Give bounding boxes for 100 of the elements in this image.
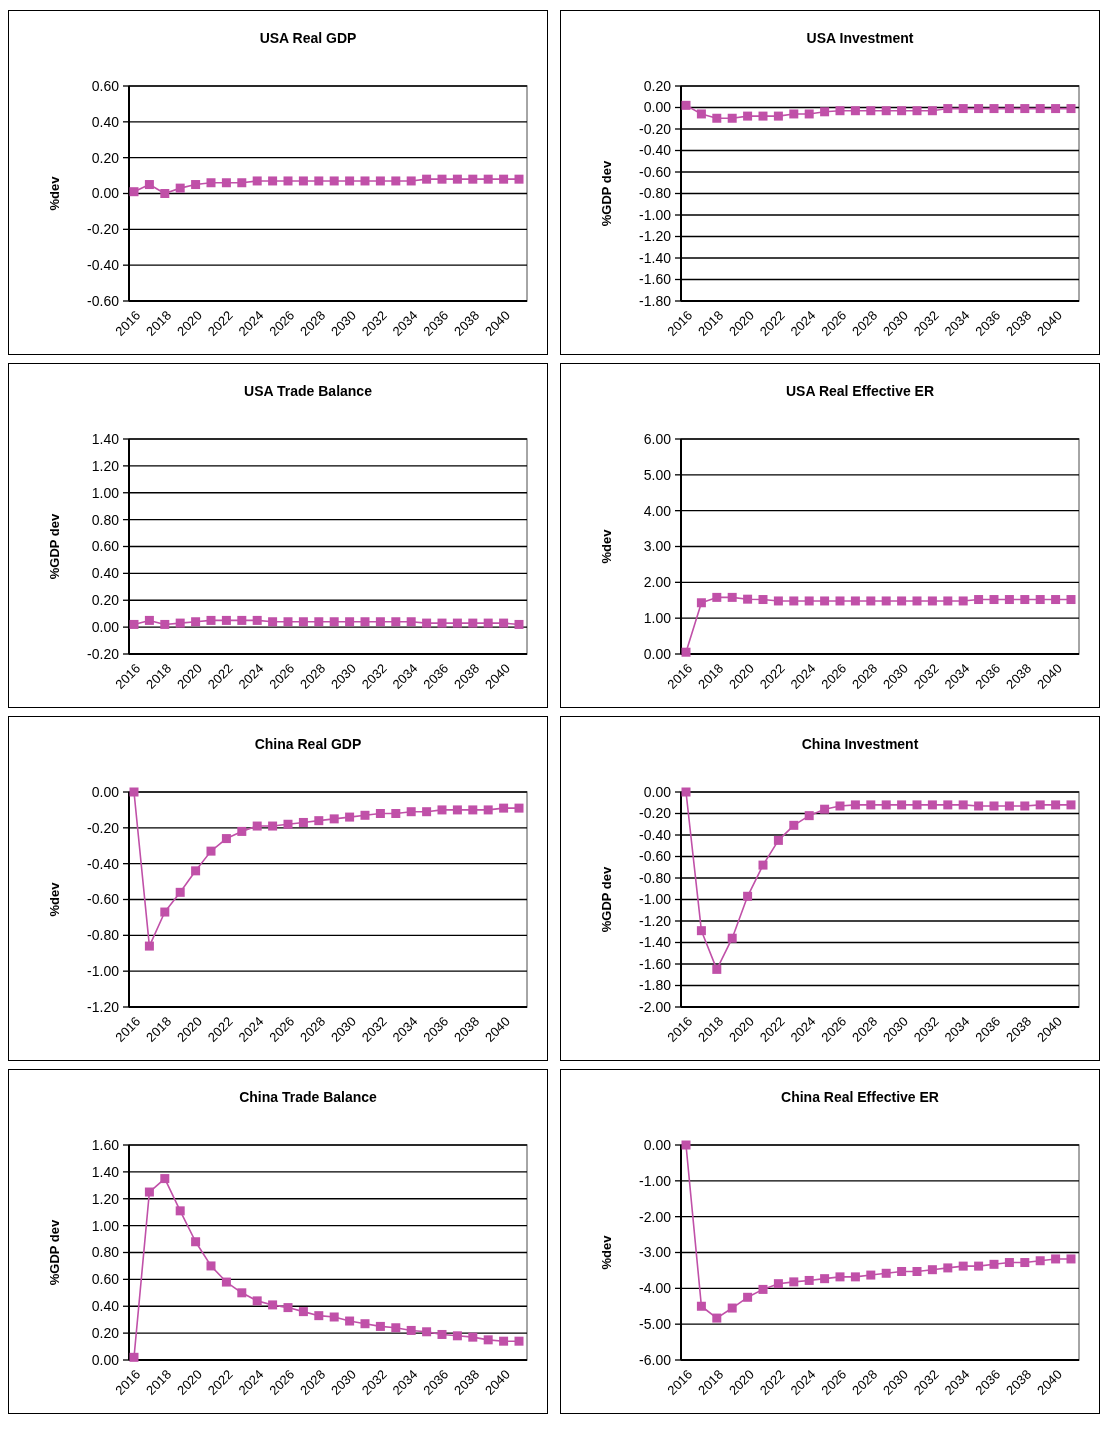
point xyxy=(912,800,922,810)
point xyxy=(360,1319,370,1329)
point xyxy=(206,846,216,856)
chart-title: China Investment xyxy=(801,736,919,752)
y-tick-label: 1.00 xyxy=(91,1217,120,1234)
chart-title: China Trade Balance xyxy=(239,1089,378,1105)
point xyxy=(989,595,999,605)
y-axis-title: %dev xyxy=(47,175,62,211)
point xyxy=(345,176,355,186)
point xyxy=(283,819,293,829)
y-tick-label: -1.60 xyxy=(639,271,672,288)
y-tick-label: 0.20 xyxy=(91,149,120,166)
point xyxy=(681,1140,691,1150)
y-tick-label: -1.60 xyxy=(639,955,672,972)
y-tick-label: 1.60 xyxy=(91,1136,120,1153)
y-tick-label: -0.20 xyxy=(639,805,672,822)
point xyxy=(727,933,737,943)
point xyxy=(422,1327,432,1337)
point xyxy=(191,1237,201,1247)
point xyxy=(221,1277,231,1287)
y-tick-label: 0.00 xyxy=(91,783,120,800)
chart-title: China Real Effective ER xyxy=(781,1089,939,1105)
y-tick-label: -0.80 xyxy=(639,869,672,886)
y-tick-label: -0.60 xyxy=(87,891,120,908)
point xyxy=(314,816,324,826)
point xyxy=(773,835,783,845)
point xyxy=(360,176,370,186)
point xyxy=(406,1325,416,1335)
point xyxy=(483,174,493,184)
y-tick-label: 1.00 xyxy=(91,484,120,501)
y-tick-label: 0.00 xyxy=(643,1136,672,1153)
point xyxy=(943,800,953,810)
y-tick-label: 0.20 xyxy=(643,77,672,94)
point xyxy=(206,1261,216,1271)
point xyxy=(958,800,968,810)
point xyxy=(221,178,231,188)
point xyxy=(696,1301,706,1311)
point xyxy=(958,1261,968,1271)
point xyxy=(237,178,247,188)
y-axis-title: %dev xyxy=(599,528,614,564)
point xyxy=(468,805,478,815)
y-tick-label: 0.40 xyxy=(91,565,120,582)
y-tick-label: -1.00 xyxy=(639,206,672,223)
point xyxy=(329,176,339,186)
y-tick-label: -1.40 xyxy=(639,934,672,951)
point xyxy=(160,1174,170,1184)
y-tick-label: 0.40 xyxy=(91,1298,120,1315)
y-tick-label: -1.40 xyxy=(639,249,672,266)
point xyxy=(252,176,262,186)
y-axis-title: %GDP dev xyxy=(599,159,614,227)
point xyxy=(820,596,830,606)
point xyxy=(850,800,860,810)
point xyxy=(1035,595,1045,605)
y-tick-label: -1.00 xyxy=(639,891,672,908)
y-tick-label: -3.00 xyxy=(639,1244,672,1261)
point xyxy=(881,1268,891,1278)
point xyxy=(329,814,339,824)
point xyxy=(696,926,706,936)
y-tick-label: -4.00 xyxy=(639,1280,672,1297)
point xyxy=(866,596,876,606)
y-tick-label: -1.00 xyxy=(87,963,120,980)
point xyxy=(789,1277,799,1287)
y-tick-label: 0.60 xyxy=(91,538,120,555)
point xyxy=(360,810,370,820)
point xyxy=(160,189,170,198)
point xyxy=(743,891,753,901)
point xyxy=(1020,801,1030,811)
point xyxy=(835,1272,845,1282)
point xyxy=(1051,1254,1061,1264)
point xyxy=(283,176,293,186)
y-tick-label: 0.00 xyxy=(643,99,672,116)
point xyxy=(773,1279,783,1289)
point xyxy=(329,1312,339,1322)
point xyxy=(144,941,154,951)
y-tick-label: -0.80 xyxy=(87,927,120,944)
y-tick-label: 0.00 xyxy=(643,645,672,662)
point xyxy=(850,1272,860,1282)
point xyxy=(927,1265,937,1275)
point xyxy=(1051,800,1061,810)
y-axis-title: %GDP dev xyxy=(47,512,62,580)
point xyxy=(268,176,278,186)
point xyxy=(375,809,385,818)
point xyxy=(514,803,524,813)
y-axis-title: %GDP dev xyxy=(599,865,614,933)
point xyxy=(375,1321,385,1331)
point xyxy=(989,801,999,811)
point xyxy=(1035,800,1045,810)
y-tick-label: -2.00 xyxy=(639,998,672,1015)
y-tick-label: -1.20 xyxy=(639,228,672,245)
point xyxy=(866,1270,876,1280)
point xyxy=(897,1266,907,1276)
point xyxy=(298,817,308,827)
chart-title: USA Trade Balance xyxy=(244,383,373,399)
y-tick-label: -1.80 xyxy=(639,292,672,309)
point xyxy=(406,807,416,817)
point xyxy=(974,1261,984,1271)
point xyxy=(727,592,737,602)
point xyxy=(789,820,799,830)
y-tick-label: -1.00 xyxy=(639,1172,672,1189)
point xyxy=(406,176,416,186)
